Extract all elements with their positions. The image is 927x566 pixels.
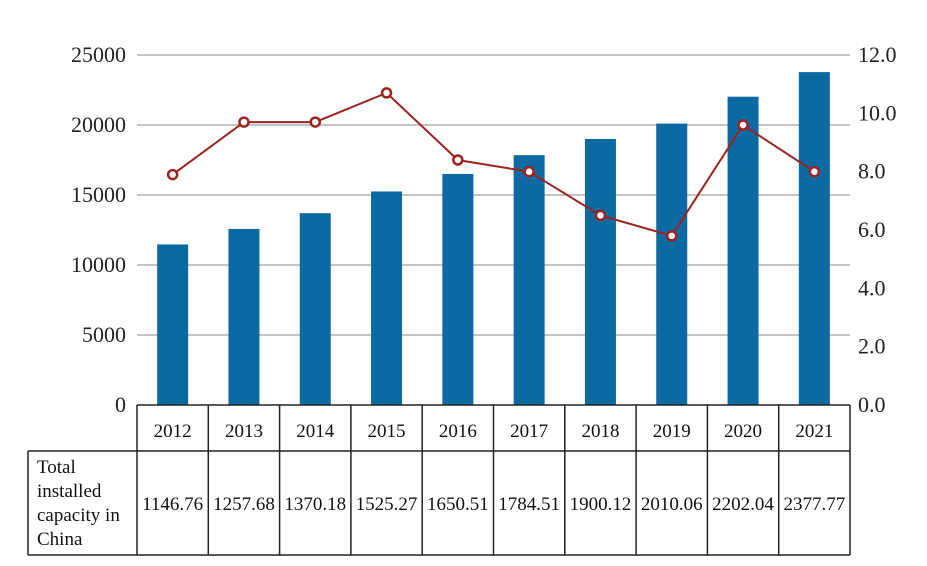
bar: [371, 191, 403, 405]
right-tick-label: 0.0: [858, 392, 886, 417]
table-value: 1257.68: [213, 494, 275, 515]
category-label: 2021: [795, 421, 833, 442]
table-value: 1650.51: [427, 494, 489, 515]
table-value: 1146.76: [142, 494, 203, 515]
category-label: 2016: [439, 421, 477, 442]
table-value: 1784.51: [498, 494, 560, 515]
right-tick-label: 2.0: [858, 334, 886, 359]
left-tick-label: 0: [115, 392, 126, 417]
category-label: 2017: [510, 421, 548, 442]
category-label: 2019: [653, 421, 691, 442]
right-tick-label: 4.0: [858, 275, 886, 300]
right-tick-label: 12.0: [858, 42, 897, 67]
right-tick-label: 8.0: [858, 159, 886, 184]
line-point: [166, 168, 179, 181]
table-value: 1525.27: [356, 494, 418, 515]
data-table: 2012 2013 2014 2015 2016 2017 2018 2019 2020 2021…: [27, 404, 851, 556]
bar: [157, 244, 189, 405]
line-point: [594, 209, 607, 222]
right-tick-label: 6.0: [858, 217, 886, 242]
bar-series: [157, 72, 830, 406]
category-label: 2015: [368, 421, 406, 442]
left-tick-label: 10000: [71, 252, 126, 277]
left-tick-label: 5000: [82, 322, 126, 347]
category-label: 2013: [225, 421, 263, 442]
bar: [442, 173, 474, 405]
table-value: 1900.12: [570, 494, 632, 515]
line-path: [172, 91, 815, 237]
bar: [727, 96, 759, 405]
table-row-label: Total: [37, 457, 76, 478]
left-axis-ticks: 0 5000 10000 15000 20000 25000: [71, 42, 126, 417]
line-point: [238, 116, 250, 128]
line-point: [452, 154, 464, 166]
right-axis-ticks: 0.0 2.0 4.0 6.0 8.0 10.0 12.0: [858, 42, 897, 417]
line-point: [808, 165, 821, 178]
left-tick-label: 25000: [71, 42, 126, 67]
right-tick-label: 10.0: [858, 100, 897, 125]
bar: [228, 228, 260, 405]
table-row-label: China: [37, 529, 83, 550]
category-label: 2014: [296, 421, 335, 442]
line-point: [737, 119, 749, 131]
bar: [299, 213, 331, 405]
table-value: 1370.18: [284, 494, 346, 515]
bar: [656, 123, 688, 405]
table-value: 2202.04: [712, 494, 774, 515]
category-label: 2012: [154, 421, 192, 442]
table-value: 2377.77: [783, 494, 845, 515]
category-label: 2018: [581, 421, 619, 442]
bar: [584, 138, 616, 405]
left-tick-label: 15000: [71, 182, 126, 207]
table-row-label: installed: [37, 481, 102, 502]
line-point: [523, 165, 535, 178]
left-tick-label: 20000: [71, 112, 126, 137]
line-point: [309, 116, 321, 128]
line-point: [666, 230, 678, 242]
table-row-label: capacity in: [37, 505, 120, 526]
category-label: 2020: [724, 421, 762, 442]
bar: [513, 155, 545, 405]
bar: [798, 72, 830, 406]
line-point: [380, 87, 393, 99]
line-series: [166, 87, 821, 242]
table-value: 2010.06: [641, 494, 703, 515]
